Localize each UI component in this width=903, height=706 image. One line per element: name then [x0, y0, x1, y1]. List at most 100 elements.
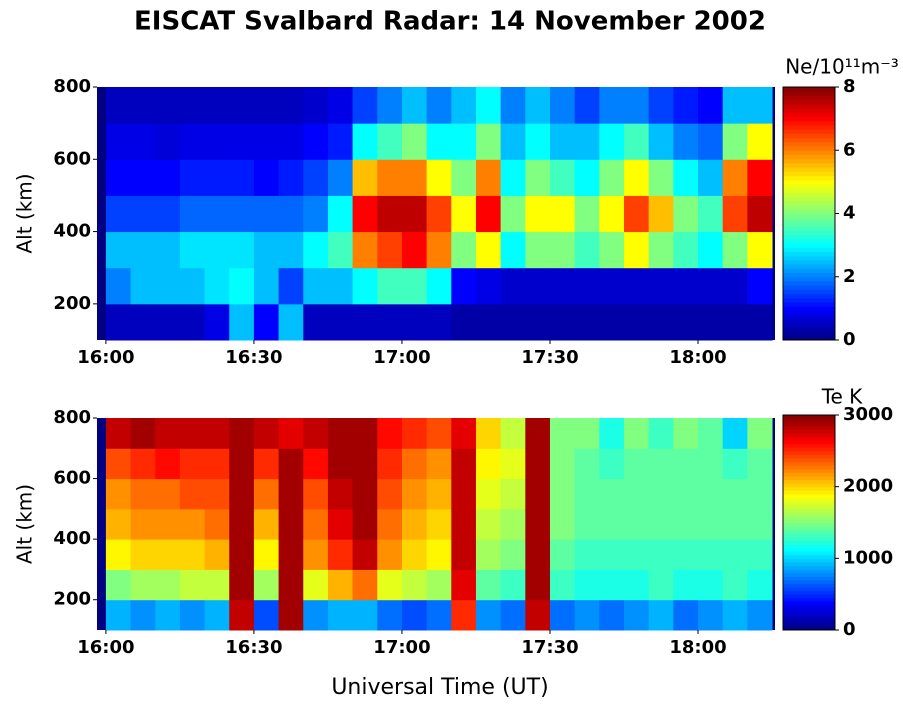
heatmap-cell	[130, 123, 156, 160]
heatmap-cell	[278, 231, 304, 269]
colorbar-segment	[783, 133, 835, 139]
heatmap-cell	[624, 123, 650, 160]
heatmap-cell	[549, 478, 576, 510]
heatmap-cell	[747, 231, 773, 269]
colorbar-segment	[783, 418, 835, 423]
heatmap-cell	[130, 478, 156, 510]
heatmap-cell	[278, 508, 304, 540]
heatmap-cell	[253, 569, 280, 601]
colorbar-segment	[783, 255, 835, 261]
heatmap-cell	[204, 123, 230, 160]
heatmap-cell	[401, 478, 428, 510]
heatmap-cell	[229, 159, 255, 196]
heatmap-cell	[648, 539, 674, 570]
colorbar-segment	[783, 544, 835, 549]
colorbar-label: Te K	[821, 385, 863, 409]
colorbar-segment	[783, 129, 835, 134]
x-tick-label: 16:30	[225, 347, 282, 368]
heatmap-cell	[105, 569, 132, 601]
colorbar-segment	[783, 99, 835, 105]
heatmap-cell	[105, 508, 132, 540]
heatmap-cell	[574, 195, 600, 233]
heatmap-cell	[574, 478, 600, 510]
heatmap-cell	[747, 539, 773, 570]
heatmap-cell	[155, 478, 181, 510]
heatmap-cell	[179, 303, 206, 341]
heatmap-cell	[377, 539, 403, 570]
colorbar-segment	[783, 608, 835, 613]
heatmap-cell	[130, 195, 156, 233]
heatmap-cell	[500, 569, 526, 601]
heatmap-cell	[352, 267, 378, 305]
heatmap-cell	[401, 599, 428, 631]
heatmap-cell	[352, 231, 378, 269]
heatmap-cell	[303, 508, 329, 540]
colorbar-segment	[783, 604, 835, 609]
heatmap-cell	[130, 303, 156, 341]
colorbar-segment	[783, 205, 835, 210]
colorbar-segment	[783, 472, 835, 477]
heatmap-cell	[475, 599, 502, 631]
heatmap-cell	[377, 231, 403, 269]
heatmap-cell	[624, 508, 650, 540]
heatmap-cell	[204, 418, 230, 449]
heatmap-cell	[130, 159, 156, 196]
colorbar-segment	[783, 479, 835, 484]
colorbar-segment	[783, 268, 835, 274]
heatmap-cell	[525, 478, 551, 510]
heatmap-cell	[500, 195, 526, 233]
heatmap-cell	[278, 478, 304, 510]
heatmap-cell	[253, 418, 280, 449]
colorbar-segment	[783, 297, 835, 303]
heatmap-cell	[377, 418, 403, 449]
heatmap-cell	[624, 478, 650, 510]
heatmap-cell	[698, 159, 724, 196]
heatmap-cell	[500, 418, 526, 449]
heatmap-cell	[451, 569, 477, 601]
heatmap-cell	[451, 303, 477, 341]
heatmap-cell	[475, 87, 502, 124]
colorbar-tick-label: 0	[843, 329, 856, 350]
heatmap-cell	[599, 508, 625, 540]
heatmap-cell	[500, 599, 526, 631]
heatmap-cell	[673, 569, 699, 601]
heatmap-cell	[549, 267, 576, 305]
heatmap-cell	[426, 448, 452, 480]
colorbar-segment	[783, 103, 835, 109]
heatmap-cell	[303, 87, 329, 124]
heatmap-cell	[327, 87, 354, 124]
heatmap-cell	[451, 267, 477, 305]
heatmap-cell	[179, 267, 206, 305]
heatmap-cell	[352, 159, 378, 196]
heatmap-cell	[155, 87, 181, 124]
heatmap-cell	[278, 418, 304, 449]
colorbar-segment	[783, 508, 835, 513]
colorbar-segment	[783, 450, 835, 455]
heatmap-cell	[105, 159, 132, 196]
colorbar-segment	[783, 422, 835, 427]
colorbar-segment	[783, 221, 835, 227]
colorbar-segment	[783, 554, 835, 559]
chart-title: EISCAT Svalbard Radar: 14 November 2002	[134, 7, 766, 37]
heatmap-cell	[426, 418, 452, 449]
heatmap-cell	[698, 267, 724, 305]
x-tick-label: 16:00	[77, 637, 134, 658]
colorbar-segment	[783, 154, 835, 160]
heatmap-cell	[179, 231, 206, 269]
colorbar-segment	[783, 230, 835, 236]
heatmap-cell	[722, 539, 748, 570]
heatmap-cell	[377, 448, 403, 480]
heatmap-cell	[105, 123, 132, 160]
colorbar-segment	[783, 280, 835, 286]
heatmap-cell	[253, 159, 280, 196]
heatmap-cell	[204, 195, 230, 233]
heatmap-cell	[253, 303, 280, 341]
heatmap-cell	[747, 303, 773, 341]
heatmap-cell	[475, 539, 502, 570]
heatmap-cell	[549, 539, 576, 570]
heatmap-cell	[451, 478, 477, 510]
colorbar-segment	[783, 162, 835, 168]
heatmap-cell	[155, 539, 181, 570]
heatmap-cell	[426, 231, 452, 269]
heatmap-cell	[327, 159, 354, 196]
